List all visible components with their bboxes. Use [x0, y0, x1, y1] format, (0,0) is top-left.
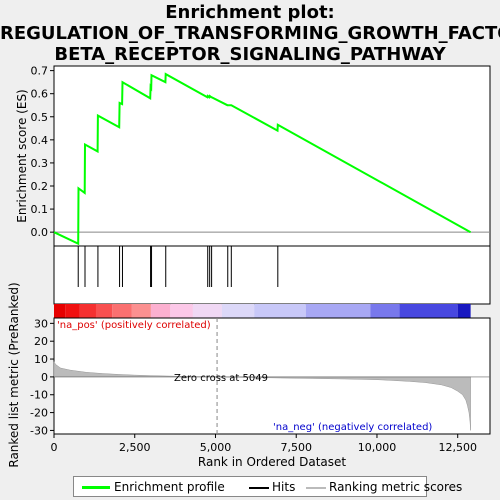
- ranking-metric-area: [53, 360, 471, 431]
- heatmap-segment: [457, 304, 471, 318]
- hits-panel: [53, 245, 491, 305]
- heatmap-segment: [192, 304, 222, 318]
- zero-cross-label: Zero cross at 5049: [174, 373, 268, 384]
- x-tick-label: 0: [51, 441, 58, 454]
- title-line-1: Enrichment plot:: [165, 2, 335, 23]
- heatmap-segment: [79, 304, 96, 318]
- rank-y-tick-label: -30: [30, 424, 48, 437]
- x-tick-label: 2,500: [119, 441, 151, 454]
- rank-y-tick-label: -10: [30, 389, 48, 402]
- rank-y-tick-label: -20: [30, 407, 48, 420]
- chart-title: Enrichment plot: REGULATION_OF_TRANSFORM…: [0, 2, 500, 65]
- es-y-tick-label: 0.0: [31, 226, 49, 239]
- x-tick-label: 5,000: [200, 441, 232, 454]
- legend-ranking-label: Ranking metric scores: [329, 480, 463, 494]
- es-y-tick-label: 0.1: [31, 203, 49, 216]
- heatmap-segment: [95, 304, 113, 318]
- es-y-tick-label: 0.2: [31, 180, 49, 193]
- legend-hits-label: Hits: [272, 480, 296, 494]
- enrichment-profile-line: [53, 72, 472, 246]
- rank-y-axis-label: Ranked list metric (PreRanked): [7, 282, 21, 467]
- heatmap-segment: [54, 304, 66, 318]
- x-tick-label: 7,500: [280, 441, 312, 454]
- es-y-axis-label: Enrichment score (ES): [15, 89, 29, 222]
- legend-enrichment-label: Enrichment profile: [114, 480, 225, 494]
- heatmap-segment: [399, 304, 458, 318]
- heatmap-segment: [170, 304, 193, 318]
- ranking-heatmap: [54, 304, 471, 318]
- es-y-tick-label: 0.3: [31, 157, 49, 170]
- es-panel: [53, 65, 491, 247]
- heatmap-segment: [65, 304, 80, 318]
- legend: Enrichment profile Hits Ranking metric s…: [73, 476, 462, 497]
- es-y-tick-label: 0.6: [31, 88, 49, 101]
- pos-correlated-label: 'na_pos' (positively correlated): [57, 320, 211, 331]
- x-tick-label: 10,000: [358, 441, 397, 454]
- heatmap-segment: [112, 304, 132, 318]
- heatmap-segment: [131, 304, 151, 318]
- title-line-3: BETA_RECEPTOR_SIGNALING_PATHWAY: [54, 44, 446, 65]
- rank-y-tick-label: 30: [34, 317, 48, 330]
- legend-hits-swatch: [249, 487, 269, 489]
- es-y-tick-label: 0.4: [31, 134, 49, 147]
- x-tick-label: 12,500: [438, 441, 477, 454]
- rank-y-tick-label: 10: [34, 353, 48, 366]
- rank-y-tick-label: 0: [41, 371, 48, 384]
- legend-ranking-swatch: [306, 487, 326, 489]
- heatmap-segment: [370, 304, 400, 318]
- rank-y-tick-label: 20: [34, 335, 48, 348]
- heatmap-segment: [221, 304, 255, 318]
- es-y-tick-label: 0.5: [31, 111, 49, 124]
- x-axis-label: Rank in Ordered Dataset: [198, 455, 346, 469]
- heatmap-segment: [254, 304, 306, 318]
- es-y-tick-label: 0.7: [31, 65, 49, 78]
- heatmap-segment: [150, 304, 171, 318]
- legend-enrichment-swatch: [82, 486, 110, 489]
- neg-correlated-label: 'na_neg' (negatively correlated): [273, 422, 432, 433]
- title-line-2: REGULATION_OF_TRANSFORMING_GROWTH_FACTOR…: [0, 23, 500, 44]
- heatmap-segment: [305, 304, 371, 318]
